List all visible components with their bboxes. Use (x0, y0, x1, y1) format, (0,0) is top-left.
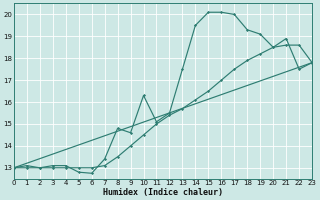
X-axis label: Humidex (Indice chaleur): Humidex (Indice chaleur) (103, 188, 223, 197)
